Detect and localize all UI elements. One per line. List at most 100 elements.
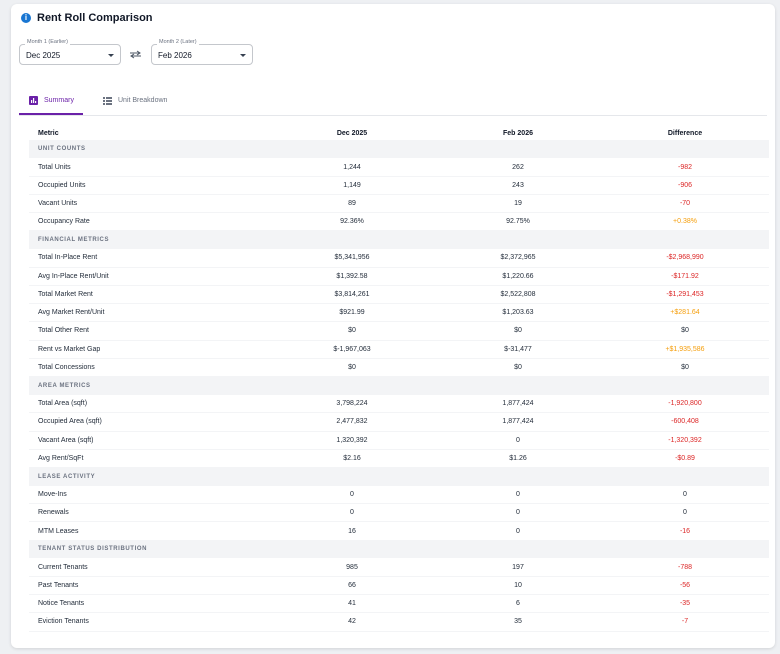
table-row: Renewals 0 0 0 bbox=[29, 503, 769, 523]
metric-cell: Total Other Rent bbox=[29, 321, 269, 341]
month2-cell: $2,372,965 bbox=[435, 249, 601, 268]
metric-cell: Renewals bbox=[29, 503, 269, 523]
month2-cell: 0 bbox=[435, 485, 601, 505]
month1-cell: $921.99 bbox=[269, 303, 435, 323]
metric-cell: MTM Leases bbox=[29, 521, 269, 541]
month2-value: Feb 2026 bbox=[158, 51, 192, 60]
difference-cell: 0 bbox=[601, 485, 769, 505]
month2-cell: 1,877,424 bbox=[435, 394, 601, 414]
month1-cell: 66 bbox=[269, 576, 435, 596]
month2-cell: $0 bbox=[435, 358, 601, 377]
metric-cell: Occupied Units bbox=[29, 176, 269, 196]
month2-select[interactable]: Month 2 (Later) Feb 2026 bbox=[151, 39, 253, 65]
month1-cell: $2.16 bbox=[269, 449, 435, 468]
month1-cell: $1,392.58 bbox=[269, 267, 435, 287]
metric-cell: Occupied Area (sqft) bbox=[29, 412, 269, 432]
table-row: Avg Rent/SqFt $2.16 $1.26 -$0.89 bbox=[29, 449, 769, 468]
table-body: UNIT COUNTS Total Units 1,244 262 -982 Occupi… bbox=[29, 140, 769, 632]
month2-cell: 19 bbox=[435, 194, 601, 214]
month2-cell: $0 bbox=[435, 321, 601, 341]
month1-cell: 985 bbox=[269, 558, 435, 578]
section-header-row: FINANCIAL METRICS bbox=[29, 230, 769, 250]
table-row: Eviction Tenants 42 35 -7 bbox=[29, 612, 769, 632]
table-row: Past Tenants 66 10 -56 bbox=[29, 576, 769, 596]
list-icon bbox=[103, 96, 112, 105]
difference-cell: +$281.64 bbox=[601, 303, 769, 323]
month1-cell: $3,814,261 bbox=[269, 285, 435, 305]
tab-unit-breakdown[interactable]: Unit Breakdown bbox=[103, 86, 167, 115]
metric-cell: Occupancy Rate bbox=[29, 212, 269, 232]
section-title: LEASE ACTIVITY bbox=[29, 467, 769, 486]
month2-cell: 6 bbox=[435, 594, 601, 614]
month1-cell: 41 bbox=[269, 594, 435, 614]
swap-icon[interactable] bbox=[129, 50, 142, 61]
month1-cell: $5,341,956 bbox=[269, 249, 435, 268]
month2-cell: 243 bbox=[435, 176, 601, 196]
month1-cell: $0 bbox=[269, 321, 435, 341]
month2-cell: 1,877,424 bbox=[435, 412, 601, 432]
metric-cell: Past Tenants bbox=[29, 576, 269, 596]
table-row: Avg In-Place Rent/Unit $1,392.58 $1,220.66… bbox=[29, 267, 769, 287]
difference-cell: -70 bbox=[601, 194, 769, 214]
table-row: Rent vs Market Gap $-1,967,063 $-31,477 +$1… bbox=[29, 340, 769, 359]
table-header-row: Metric Dec 2025 Feb 2026 Difference bbox=[29, 126, 769, 140]
metric-cell: Total Concessions bbox=[29, 358, 269, 377]
month1-cell: 2,477,832 bbox=[269, 412, 435, 432]
difference-cell: +$1,935,586 bbox=[601, 340, 769, 359]
table-row: Notice Tenants 41 6 -35 bbox=[29, 594, 769, 614]
difference-cell: -1,920,800 bbox=[601, 394, 769, 414]
metric-cell: Move-Ins bbox=[29, 485, 269, 505]
table-row: Total Concessions $0 $0 $0 bbox=[29, 358, 769, 377]
month1-cell: 42 bbox=[269, 612, 435, 632]
card-header: i Rent Roll Comparison bbox=[21, 12, 153, 24]
difference-cell: -$0.89 bbox=[601, 449, 769, 468]
month2-cell: $-31,477 bbox=[435, 340, 601, 359]
table-row: Total Market Rent $3,814,261 $2,522,808 -$1… bbox=[29, 285, 769, 305]
section-title: UNIT COUNTS bbox=[29, 140, 769, 159]
metric-cell: Total In-Place Rent bbox=[29, 249, 269, 268]
table-row: Total Other Rent $0 $0 $0 bbox=[29, 321, 769, 341]
month1-cell: 16 bbox=[269, 521, 435, 541]
difference-cell: -16 bbox=[601, 521, 769, 541]
metric-cell: Avg Market Rent/Unit bbox=[29, 303, 269, 323]
metric-cell: Notice Tenants bbox=[29, 594, 269, 614]
difference-cell: -$1,291,453 bbox=[601, 285, 769, 305]
section-header-row: UNIT COUNTS bbox=[29, 140, 769, 159]
month1-select[interactable]: Month 1 (Earlier) Dec 2025 bbox=[19, 39, 121, 65]
month1-label: Month 1 (Earlier) bbox=[25, 39, 70, 45]
active-tab-indicator bbox=[19, 113, 83, 115]
difference-cell: $0 bbox=[601, 358, 769, 377]
table-row: Current Tenants 985 197 -788 bbox=[29, 558, 769, 578]
table-row: Vacant Area (sqft) 1,320,392 0 -1,320,392 bbox=[29, 431, 769, 450]
table-row: Occupied Units 1,149 243 -906 bbox=[29, 176, 769, 196]
difference-cell: -600,408 bbox=[601, 412, 769, 432]
month2-cell: 0 bbox=[435, 521, 601, 541]
table-row: Total Area (sqft) 3,798,224 1,877,424 -1,92… bbox=[29, 394, 769, 414]
header-difference: Difference bbox=[667, 129, 703, 137]
month1-value: Dec 2025 bbox=[26, 51, 61, 60]
header-month1: Dec 2025 bbox=[336, 129, 368, 137]
section-header-row: AREA METRICS bbox=[29, 376, 769, 395]
month2-cell: $2,522,808 bbox=[435, 285, 601, 305]
section-title: FINANCIAL METRICS bbox=[29, 230, 769, 250]
metric-cell: Avg In-Place Rent/Unit bbox=[29, 267, 269, 287]
tab-summary[interactable]: Summary bbox=[29, 86, 74, 115]
tab-unit-breakdown-label: Unit Breakdown bbox=[118, 97, 168, 104]
table-row: Vacant Units 89 19 -70 bbox=[29, 194, 769, 214]
metric-cell: Current Tenants bbox=[29, 558, 269, 578]
comparison-table: Metric Dec 2025 Feb 2026 Difference UNIT… bbox=[29, 126, 769, 632]
chevron-down-icon bbox=[240, 54, 246, 57]
section-title: AREA METRICS bbox=[29, 376, 769, 395]
table-row: Move-Ins 0 0 0 bbox=[29, 485, 769, 505]
difference-cell: -$171.92 bbox=[601, 267, 769, 287]
metric-cell: Rent vs Market Gap bbox=[29, 340, 269, 359]
metric-cell: Vacant Area (sqft) bbox=[29, 431, 269, 450]
section-title: TENANT STATUS DISTRIBUTION bbox=[29, 540, 769, 559]
metric-cell: Total Market Rent bbox=[29, 285, 269, 305]
month1-cell: 89 bbox=[269, 194, 435, 214]
bar-chart-icon bbox=[29, 96, 38, 105]
month2-cell: $1,220.66 bbox=[435, 267, 601, 287]
difference-cell: +0.38% bbox=[601, 212, 769, 232]
month1-cell: 0 bbox=[269, 503, 435, 523]
difference-cell: $0 bbox=[601, 321, 769, 341]
